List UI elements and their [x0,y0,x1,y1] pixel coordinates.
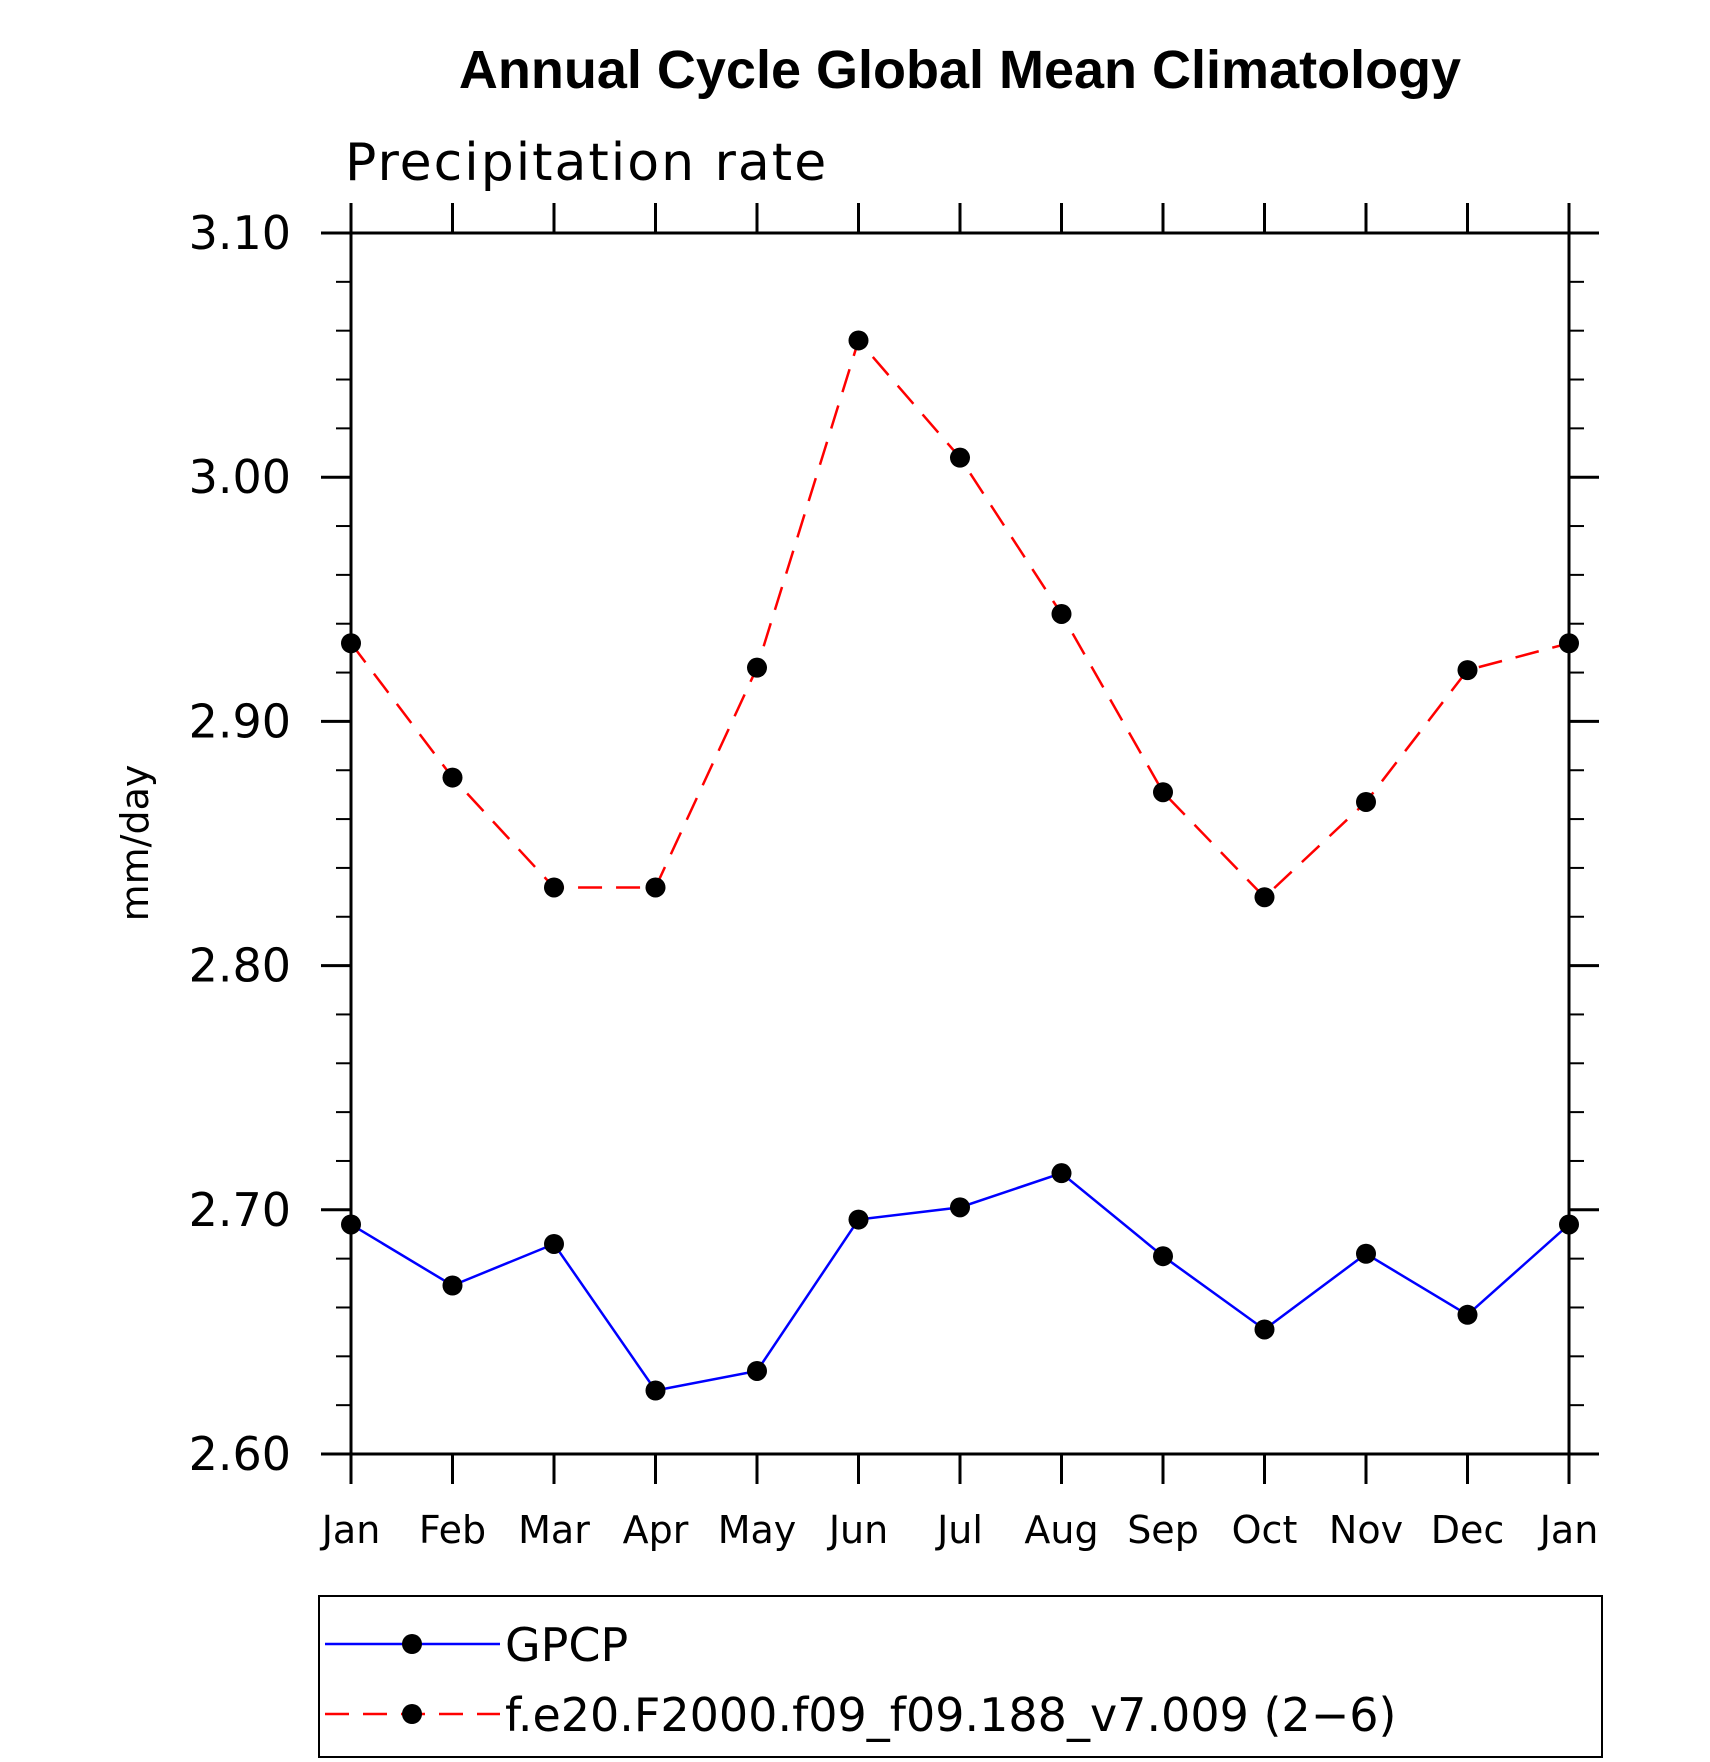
legend-label-0: GPCP [505,1618,628,1672]
data-point [950,447,970,468]
x-tick-label: May [718,1508,797,1552]
data-point [1153,1246,1173,1267]
x-tick-label: Jul [935,1508,983,1552]
data-point [1051,1163,1072,1184]
data-point [341,633,361,654]
data-point [747,1360,767,1381]
series-line-1 [350,337,1570,899]
data-point [1559,1214,1579,1235]
x-tick-label: Jun [827,1508,888,1552]
y-tick-label: 2.60 [189,1427,291,1481]
data-point [1356,1243,1376,1264]
data-point [1457,660,1478,681]
x-tick-label: Apr [623,1508,689,1552]
y-tick-label: 2.90 [189,694,291,748]
data-point [1254,1319,1275,1340]
y-tick-label: 2.80 [189,939,291,993]
series-layer [350,337,1570,1392]
data-point [1559,633,1579,654]
x-tick-label: Oct [1232,1508,1298,1552]
data-point [645,877,666,898]
x-tick-label: Sep [1127,1508,1199,1552]
data-point [442,767,463,788]
data-point [544,877,564,898]
x-tick-label: Nov [1329,1508,1403,1552]
legend-label-1: f.e20.F2000.f09_f09.188_v7.009 (2−6) [505,1688,1396,1742]
x-tick-label: Aug [1024,1508,1098,1552]
legend: GPCP f.e20.F2000.f09_f09.188_v7.009 (2−6) [318,1595,1603,1758]
axes: 2.60 2.70 2.80 2.90 3.00 3.10 Jan Feb Mar Apr May J… [189,203,1599,1552]
x-tick-label: Jan [320,1508,381,1552]
x-tick-label: Mar [518,1508,590,1552]
data-point [1153,782,1173,803]
data-point [848,1209,869,1230]
x-tick-label: Feb [419,1508,486,1552]
legend-marker-0 [402,1634,422,1654]
plot-frame [349,231,1571,1456]
data-point [1051,603,1072,624]
y-tick-label: 2.70 [189,1183,291,1237]
y-tick-label: 3.10 [189,206,291,260]
legend-marker-1 [402,1704,422,1724]
markers-layer [341,330,1579,1401]
data-point [544,1233,564,1254]
x-tick-label: Jan [1538,1508,1599,1552]
data-point [1254,887,1275,908]
chart-subtitle: Precipitation rate [345,133,828,193]
x-tick-label: Dec [1431,1508,1505,1552]
data-point [747,657,767,678]
data-point [848,330,869,351]
legend-box [318,1595,1603,1758]
y-tick-label: 3.00 [189,450,291,504]
data-point [950,1197,970,1218]
data-point [645,1380,666,1401]
data-point [341,1214,361,1235]
y-axis-label: mm/day [113,765,157,922]
data-point [442,1275,463,1296]
chart-title: Annual Cycle Global Mean Climatology [459,40,1461,100]
data-point [1457,1304,1478,1325]
data-point [1356,791,1376,812]
